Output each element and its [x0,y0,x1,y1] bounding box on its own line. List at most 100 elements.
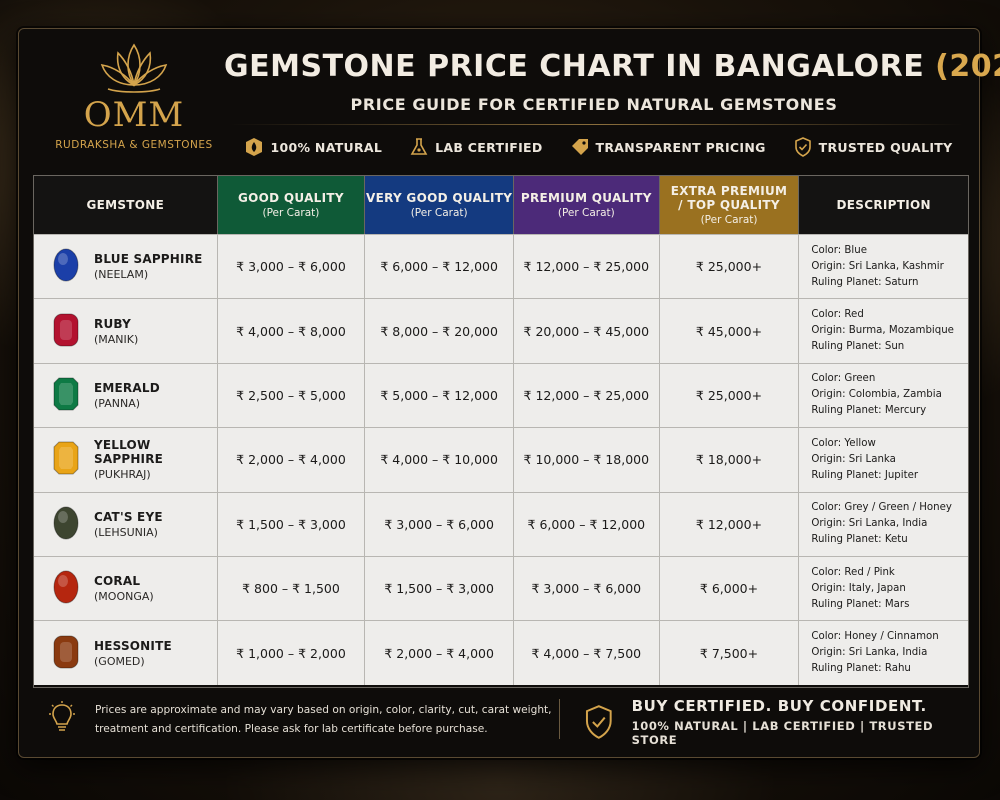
flask-icon [410,138,428,155]
desc-line: Ruling Planet: Ketu [811,534,908,546]
table-row: EMERALD (PANNA) ₹ 2,500 – ₹ 5,000 ₹ 5,000 –… [34,362,968,428]
gem-description: Color: Yellow Origin: Sri Lanka Ruling Pla… [799,428,968,491]
price-top: ₹ 6,000+ [660,556,800,621]
col-title: GOOD QUALITY [238,191,344,205]
table-row: CAT'S EYE (LEHSUNIA) ₹ 1,500 – ₹ 3,000 ₹ 3,… [34,491,968,556]
gem-description: Color: Honey / Cinnamon Origin: Sri Lanka… [799,621,968,684]
gem-icon [53,377,79,411]
gem-description: Color: Grey / Green / Honey Origin: Sri L… [799,493,968,556]
col-subtitle: (Per Carat) [262,207,320,219]
brand-logo: OMM RUDRAKSHA & GEMSTONES [39,39,229,151]
desc-line: Color: Green [811,373,876,385]
gem-name-block: HESSONITE (GOMED) [94,639,172,668]
lotus-icon [100,43,168,93]
badge-lab-certified: LAB CERTIFIED [409,137,542,157]
table-body: BLUE SAPPHIRE (NEELAM) ₹ 3,000 – ₹ 6,000 ₹ … [34,234,968,685]
price-premium: ₹ 4,000 – ₹ 7,500 [514,621,660,685]
price-good: ₹ 3,000 – ₹ 6,000 [218,235,366,299]
gem-cell: CAT'S EYE (LEHSUNIA) [34,492,218,556]
gem-name: YELLOW SAPPHIRE [94,438,164,467]
badge-label: TRUSTED QUALITY [818,139,953,155]
badge-natural: 100% NATURAL [244,137,382,157]
desc-line: Ruling Planet: Sun [811,341,905,353]
price-good: ₹ 1,500 – ₹ 3,000 [218,492,366,556]
price-very-good: ₹ 6,000 – ₹ 12,000 [365,235,514,299]
table-header: GEMSTONE GOOD QUALITY (Per Carat) VERY GO… [34,176,969,234]
gem-alias: (MOONGA) [94,590,154,604]
col-extra-premium: EXTRA PREMIUM / TOP QUALITY (Per Carat) [659,176,800,234]
price-good: ₹ 800 – ₹ 1,500 [218,556,366,621]
price-top: ₹ 25,000+ [660,235,800,299]
gem-icon [53,506,79,540]
price-premium: ₹ 12,000 – ₹ 25,000 [514,363,660,428]
desc-line: Color: Grey / Green / Honey [811,502,952,514]
gem-name: EMERALD [94,380,160,395]
gem-icon-wrap [52,312,80,351]
price-very-good: ₹ 8,000 – ₹ 20,000 [365,299,514,363]
badge-row: 100% NATURAL LAB CERTIFIED TRANSPARENT P… [231,137,966,157]
gem-alias: (PUKHRAJ) [94,468,151,482]
badge-label: 100% NATURAL [270,139,383,155]
desc-line: Color: Yellow [811,437,876,449]
gem-description: Color: Red Origin: Burma, Mozambique Rulin… [799,299,968,362]
gem-description: Color: Green Origin: Colombia, Zambia Ruli… [799,364,968,427]
desc-line: Color: Blue [811,244,867,256]
price-very-good: ₹ 1,500 – ₹ 3,000 [365,556,514,621]
desc-line: Origin: Italy, Japan [811,582,906,594]
footer-tagline: BUY CERTIFIED. BUY CONFIDENT. 100% NATUR… [584,697,979,747]
price-good: ₹ 4,000 – ₹ 8,000 [218,299,366,363]
header-divider [229,124,964,125]
col-subtitle: (Per Carat) [410,207,468,219]
col-gemstone: GEMSTONE [34,176,218,234]
gem-cell: CORAL (MOONGA) [34,556,218,621]
note-line: Prices are approximate and may vary base… [95,704,552,716]
gem-cell: RUBY (MANIK) [34,299,218,363]
gem-name-block: YELLOW SAPPHIRE (PUKHRAJ) [94,438,217,481]
desc-line: Color: Honey / Cinnamon [811,631,939,643]
brand-tagline: RUDRAKSHA & GEMSTONES [55,139,213,151]
col-title: DESCRIPTION [836,198,931,212]
desc-line: Ruling Planet: Saturn [811,276,919,288]
price-good: ₹ 2,500 – ₹ 5,000 [218,363,366,428]
gem-alias: (GOMED) [94,654,145,668]
price-board: OMM RUDRAKSHA & GEMSTONES GEMSTONE PRICE… [18,28,1000,758]
col-description: DESCRIPTION [799,176,969,234]
gem-icon-wrap [52,634,80,673]
desc-line: Color: Red / Pink [811,566,895,578]
price-good: ₹ 2,000 – ₹ 4,000 [218,428,366,492]
desc-line: Origin: Burma, Mozambique [811,325,954,337]
gem-name: HESSONITE [94,638,172,653]
col-good-quality: GOOD QUALITY (Per Carat) [217,176,366,234]
shield-check-icon [794,137,811,157]
page-subtitle: PRICE GUIDE FOR CERTIFIED NATURAL GEMSTO… [350,95,838,114]
price-tag-icon [571,139,588,155]
gem-description: Color: Red / Pink Origin: Italy, Japan Rul… [799,557,968,620]
gem-icon-wrap [52,440,80,479]
gem-name: CAT'S EYE [94,509,163,524]
desc-line: Ruling Planet: Jupiter [811,469,919,481]
footer-note: Prices are approximate and may vary base… [47,701,557,739]
gem-icon-wrap [52,505,80,544]
badge-trusted-quality: TRUSTED QUALITY [793,137,953,157]
gem-icon [53,248,79,282]
price-top: ₹ 45,000+ [660,299,800,363]
table-row: RUBY (MANIK) ₹ 4,000 – ₹ 8,000 ₹ 8,000 – ₹ … [34,298,968,363]
tagline-subtitle: 100% NATURAL | LAB CERTIFIED | TRUSTED S… [631,719,934,747]
lightbulb-icon [49,701,75,731]
desc-line: Ruling Planet: Mercury [811,405,927,417]
badge-label: LAB CERTIFIED [435,139,543,155]
page-title: GEMSTONE PRICE CHART IN BANGALORE (2026) [224,49,1000,84]
col-title: PREMIUM QUALITY [520,191,652,205]
table-row: CORAL (MOONGA) ₹ 800 – ₹ 1,500 ₹ 1,500 – ₹ … [34,555,968,621]
shield-check-icon [585,705,612,739]
price-top: ₹ 7,500+ [660,621,800,685]
gem-icon [53,635,79,669]
price-top: ₹ 25,000+ [660,363,800,428]
col-subtitle: (Per Carat) [700,214,758,226]
gem-cell: EMERALD (PANNA) [34,363,218,428]
table-row: YELLOW SAPPHIRE (PUKHRAJ) ₹ 2,000 – ₹ 4,00… [34,427,968,492]
gem-name-block: RUBY (MANIK) [94,317,138,346]
price-very-good: ₹ 4,000 – ₹ 10,000 [365,428,514,492]
price-premium: ₹ 3,000 – ₹ 6,000 [514,556,660,621]
col-premium-quality: PREMIUM QUALITY (Per Carat) [513,176,660,234]
